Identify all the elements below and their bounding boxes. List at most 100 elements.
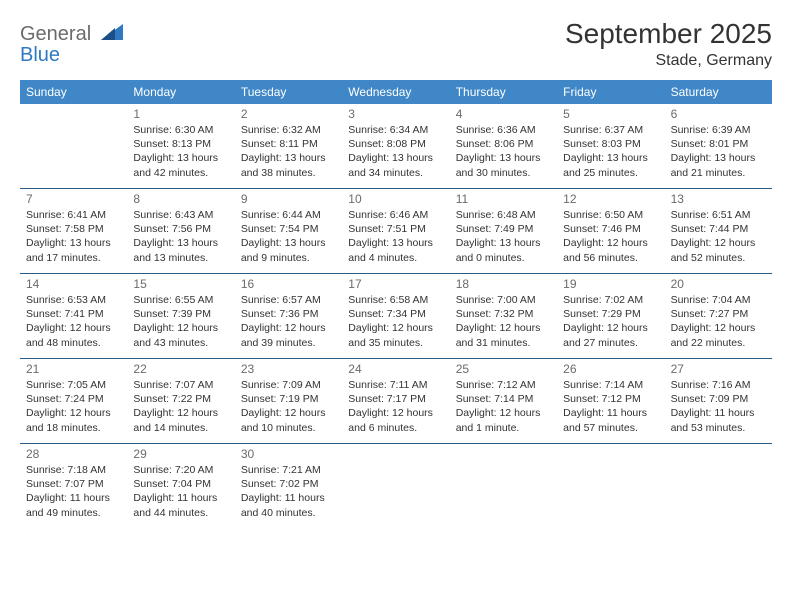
daylight-line: Daylight: 12 hours bbox=[26, 406, 121, 420]
day-number: 9 bbox=[241, 192, 336, 206]
day-cell: 17Sunrise: 6:58 AMSunset: 7:34 PMDayligh… bbox=[342, 274, 449, 358]
day-cell: 5Sunrise: 6:37 AMSunset: 8:03 PMDaylight… bbox=[557, 104, 664, 188]
day-cell: 24Sunrise: 7:11 AMSunset: 7:17 PMDayligh… bbox=[342, 359, 449, 443]
day-cell: 11Sunrise: 6:48 AMSunset: 7:49 PMDayligh… bbox=[450, 189, 557, 273]
daylight-line: Daylight: 13 hours bbox=[563, 151, 658, 165]
sunrise-line: Sunrise: 6:30 AM bbox=[133, 123, 228, 137]
daylight-line: and 21 minutes. bbox=[671, 166, 766, 180]
day-cell: 21Sunrise: 7:05 AMSunset: 7:24 PMDayligh… bbox=[20, 359, 127, 443]
weeks-container: 1Sunrise: 6:30 AMSunset: 8:13 PMDaylight… bbox=[20, 104, 772, 528]
day-cell: 8Sunrise: 6:43 AMSunset: 7:56 PMDaylight… bbox=[127, 189, 234, 273]
daylight-line: Daylight: 13 hours bbox=[456, 236, 551, 250]
day-cell: 7Sunrise: 6:41 AMSunset: 7:58 PMDaylight… bbox=[20, 189, 127, 273]
day-cell: 3Sunrise: 6:34 AMSunset: 8:08 PMDaylight… bbox=[342, 104, 449, 188]
sunset-line: Sunset: 7:14 PM bbox=[456, 392, 551, 406]
week-row: 7Sunrise: 6:41 AMSunset: 7:58 PMDaylight… bbox=[20, 189, 772, 274]
daylight-line: and 44 minutes. bbox=[133, 506, 228, 520]
day-cell: 1 Sunrise: 6:30 AMSunset: 8:13 PMDaylight… bbox=[127, 104, 234, 188]
day-cell: 28Sunrise: 7:18 AMSunset: 7:07 PMDayligh… bbox=[20, 444, 127, 528]
day-cell: 19Sunrise: 7:02 AMSunset: 7:29 PMDayligh… bbox=[557, 274, 664, 358]
day-cell: 16Sunrise: 6:57 AMSunset: 7:36 PMDayligh… bbox=[235, 274, 342, 358]
sunset-line: Sunset: 7:49 PM bbox=[456, 222, 551, 236]
daylight-line: Daylight: 12 hours bbox=[671, 321, 766, 335]
day-cell: 26Sunrise: 7:14 AMSunset: 7:12 PMDayligh… bbox=[557, 359, 664, 443]
day-number: 16 bbox=[241, 277, 336, 291]
sunrise-line: Sunrise: 6:50 AM bbox=[563, 208, 658, 222]
day-cell: 14Sunrise: 6:53 AMSunset: 7:41 PMDayligh… bbox=[20, 274, 127, 358]
sunset-line: Sunset: 7:29 PM bbox=[563, 307, 658, 321]
sunset-line: Sunset: 8:03 PM bbox=[563, 137, 658, 151]
daylight-line: Daylight: 12 hours bbox=[133, 406, 228, 420]
day-number: 17 bbox=[348, 277, 443, 291]
sunset-line: Sunset: 7:32 PM bbox=[456, 307, 551, 321]
day-cell bbox=[450, 444, 557, 528]
day-cell: 2Sunrise: 6:32 AMSunset: 8:11 PMDaylight… bbox=[235, 104, 342, 188]
sunset-line: Sunset: 7:07 PM bbox=[26, 477, 121, 491]
daylight-line: Daylight: 12 hours bbox=[671, 236, 766, 250]
daylight-line: Daylight: 13 hours bbox=[26, 236, 121, 250]
day-number: 22 bbox=[133, 362, 228, 376]
sunset-line: Sunset: 7:17 PM bbox=[348, 392, 443, 406]
day-number: 2 bbox=[241, 107, 336, 121]
daylight-line: Daylight: 12 hours bbox=[348, 406, 443, 420]
daylight-line: Daylight: 11 hours bbox=[241, 491, 336, 505]
sunrise-line: Sunrise: 7:00 AM bbox=[456, 293, 551, 307]
sunset-line: Sunset: 7:02 PM bbox=[241, 477, 336, 491]
daylight-line: Daylight: 12 hours bbox=[563, 236, 658, 250]
daylight-line: and 27 minutes. bbox=[563, 336, 658, 350]
daylight-line: and 52 minutes. bbox=[671, 251, 766, 265]
sunset-line: Sunset: 8:13 PM bbox=[133, 137, 228, 151]
sunrise-line: Sunrise: 7:02 AM bbox=[563, 293, 658, 307]
day-number: 5 bbox=[563, 107, 658, 121]
daylight-line: Daylight: 13 hours bbox=[133, 151, 228, 165]
day-cell: 29Sunrise: 7:20 AMSunset: 7:04 PMDayligh… bbox=[127, 444, 234, 528]
day-cell: 15Sunrise: 6:55 AMSunset: 7:39 PMDayligh… bbox=[127, 274, 234, 358]
brand-logo: General Blue bbox=[20, 18, 123, 66]
daylight-line: and 38 minutes. bbox=[241, 166, 336, 180]
daylight-line: and 9 minutes. bbox=[241, 251, 336, 265]
daylight-line: Daylight: 13 hours bbox=[241, 236, 336, 250]
weekday-header: Tuesday bbox=[235, 80, 342, 104]
brand-text: General Blue bbox=[20, 24, 123, 66]
daylight-line: Daylight: 12 hours bbox=[241, 406, 336, 420]
daylight-line: Daylight: 13 hours bbox=[671, 151, 766, 165]
day-number: 20 bbox=[671, 277, 766, 291]
day-number: 3 bbox=[348, 107, 443, 121]
daylight-line: Daylight: 12 hours bbox=[348, 321, 443, 335]
day-number: 18 bbox=[456, 277, 551, 291]
brand-line2: Blue bbox=[20, 44, 60, 66]
sunset-line: Sunset: 7:56 PM bbox=[133, 222, 228, 236]
week-row: 1Sunrise: 6:30 AMSunset: 8:13 PMDaylight… bbox=[20, 104, 772, 189]
daylight-line: Daylight: 11 hours bbox=[563, 406, 658, 420]
sunset-line: Sunset: 7:34 PM bbox=[348, 307, 443, 321]
day-number: 12 bbox=[563, 192, 658, 206]
daylight-line: and 39 minutes. bbox=[241, 336, 336, 350]
day-number: 4 bbox=[456, 107, 551, 121]
daylight-line: and 30 minutes. bbox=[456, 166, 551, 180]
day-cell bbox=[557, 444, 664, 528]
day-number: 8 bbox=[133, 192, 228, 206]
week-row: 28Sunrise: 7:18 AMSunset: 7:07 PMDayligh… bbox=[20, 444, 772, 528]
sunset-line: Sunset: 7:41 PM bbox=[26, 307, 121, 321]
weekday-header: Monday bbox=[127, 80, 234, 104]
day-number: 24 bbox=[348, 362, 443, 376]
daylight-line: Daylight: 13 hours bbox=[241, 151, 336, 165]
day-number: 30 bbox=[241, 447, 336, 461]
day-cell: 20Sunrise: 7:04 AMSunset: 7:27 PMDayligh… bbox=[665, 274, 772, 358]
day-number: 1 bbox=[133, 107, 228, 121]
sunset-line: Sunset: 7:04 PM bbox=[133, 477, 228, 491]
daylight-line: Daylight: 12 hours bbox=[456, 321, 551, 335]
day-cell: 10Sunrise: 6:46 AMSunset: 7:51 PMDayligh… bbox=[342, 189, 449, 273]
sunset-line: Sunset: 7:24 PM bbox=[26, 392, 121, 406]
daylight-line: and 10 minutes. bbox=[241, 421, 336, 435]
day-cell: 4Sunrise: 6:36 AMSunset: 8:06 PMDaylight… bbox=[450, 104, 557, 188]
daylight-line: Daylight: 13 hours bbox=[348, 151, 443, 165]
day-cell: 13Sunrise: 6:51 AMSunset: 7:44 PMDayligh… bbox=[665, 189, 772, 273]
sail-icon bbox=[101, 24, 123, 40]
week-row: 21Sunrise: 7:05 AMSunset: 7:24 PMDayligh… bbox=[20, 359, 772, 444]
daylight-line: and 57 minutes. bbox=[563, 421, 658, 435]
daylight-line: Daylight: 11 hours bbox=[133, 491, 228, 505]
day-cell: 6Sunrise: 6:39 AMSunset: 8:01 PMDaylight… bbox=[665, 104, 772, 188]
weekday-header: Friday bbox=[557, 80, 664, 104]
weekday-header-row: Sunday Monday Tuesday Wednesday Thursday… bbox=[20, 80, 772, 104]
